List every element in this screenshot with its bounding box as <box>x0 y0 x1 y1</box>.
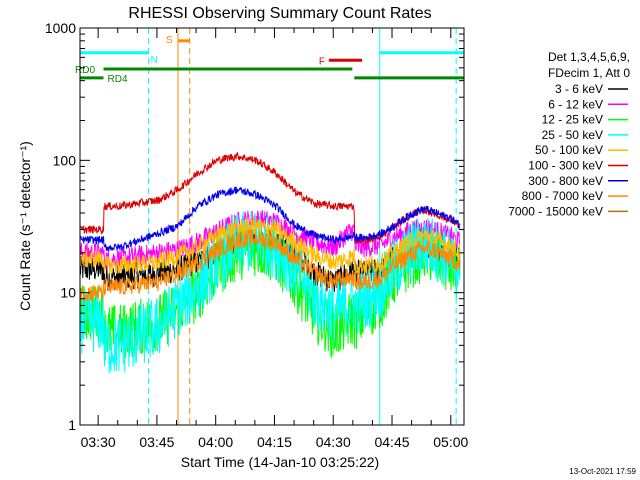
series-line <box>80 211 461 374</box>
y-tick-label: 1 <box>68 417 76 433</box>
x-tick-label: 04:15 <box>257 434 292 450</box>
series-layer <box>80 152 461 374</box>
flag-label: RD4 <box>108 74 128 85</box>
x-tick-label: 04:30 <box>316 434 351 450</box>
x-tick-label: 03:30 <box>81 434 116 450</box>
flag-label: RD0 <box>75 65 95 76</box>
y-axis-label: Count Rate (s⁻¹ detector⁻¹) <box>17 141 33 311</box>
footer-timestamp: 13-Oct-2021 17:59 <box>569 467 636 476</box>
legend-entry-label: 50 - 100 keV <box>535 143 603 157</box>
series-line <box>80 229 461 302</box>
flag-layer: NS F RD0 RD4 <box>75 35 464 85</box>
legend-header-line-1: Det 1,3,4,5,6,9, <box>548 50 630 64</box>
x-tick-label: 04:45 <box>374 434 409 450</box>
legend-entry-label: 300 - 800 keV <box>528 174 603 188</box>
flag-label: S <box>166 35 173 46</box>
legend-entry-label: 100 - 300 keV <box>528 159 603 173</box>
x-axis: 03:30 03:45 04:00 04:15 04:30 04:45 05:00 <box>81 28 469 450</box>
y-tick-label: 10 <box>60 285 76 301</box>
legend-entry-label: 3 - 6 keV <box>555 82 603 96</box>
x-tick-label: 05:00 <box>433 434 468 450</box>
x-tick-label: 03:45 <box>139 434 174 450</box>
chart-title: RHESSI Observing Summary Count Rates <box>128 5 431 22</box>
x-tick-label: 04:00 <box>198 434 233 450</box>
flag-label: F <box>319 56 325 67</box>
legend-entry-label: 7000 - 15000 keV <box>508 204 603 218</box>
y-tick-label: 1000 <box>45 20 76 36</box>
legend-entry-label: 25 - 50 keV <box>542 128 603 142</box>
legend-entry-label: 800 - 7000 keV <box>522 189 603 203</box>
flag-label: N <box>151 55 158 66</box>
legend-entry-label: 6 - 12 keV <box>548 97 603 111</box>
y-tick-label: 100 <box>53 152 77 168</box>
y-axis: 1 10 100 1000 <box>45 20 464 433</box>
legend-entry-label: 12 - 25 keV <box>542 113 603 127</box>
series-line <box>80 210 461 271</box>
legend: Det 1,3,4,5,6,9, FDecim 1, Att 0 3 - 6 k… <box>508 50 630 218</box>
legend-header-line-2: FDecim 1, Att 0 <box>548 66 630 80</box>
series-line <box>80 217 461 275</box>
series-line <box>80 186 461 251</box>
plot-frame <box>79 27 465 426</box>
x-axis-label: Start Time (14-Jan-10 03:25:22) <box>181 454 379 470</box>
